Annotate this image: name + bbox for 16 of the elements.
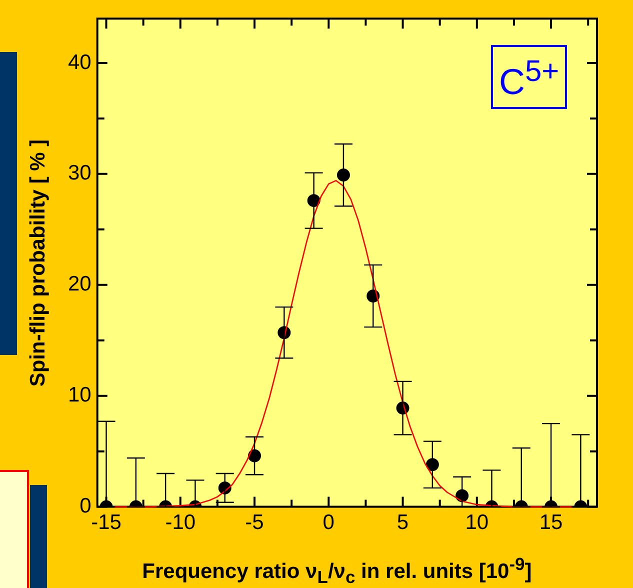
y-tick-label: 20 bbox=[68, 272, 92, 296]
x-axis-title: Frequency ratio ν$_{L}$/ν$_{c}$ in rel. units [10$^{-9}$] bbox=[142, 554, 532, 588]
y-tick-label: 30 bbox=[68, 162, 92, 185]
point bbox=[336, 168, 350, 182]
x-tick-label: 0 bbox=[322, 511, 334, 534]
x-tick-label: 15 bbox=[539, 511, 563, 534]
x-tick-label: 10 bbox=[465, 511, 489, 534]
y-axis-title: Spin-flip probability [ % ] bbox=[26, 139, 50, 386]
x-tick-label: -10 bbox=[165, 511, 196, 534]
x-tick-label: 5 bbox=[396, 511, 409, 534]
annotation: C$^{5+}$ bbox=[491, 44, 568, 109]
x-tick-label: -5 bbox=[245, 511, 264, 534]
y-tick-label: 0 bbox=[80, 494, 92, 518]
y-tick-label: 40 bbox=[68, 50, 92, 74]
y-tick-label: 10 bbox=[68, 384, 92, 407]
x-tick-label: -15 bbox=[91, 511, 122, 534]
